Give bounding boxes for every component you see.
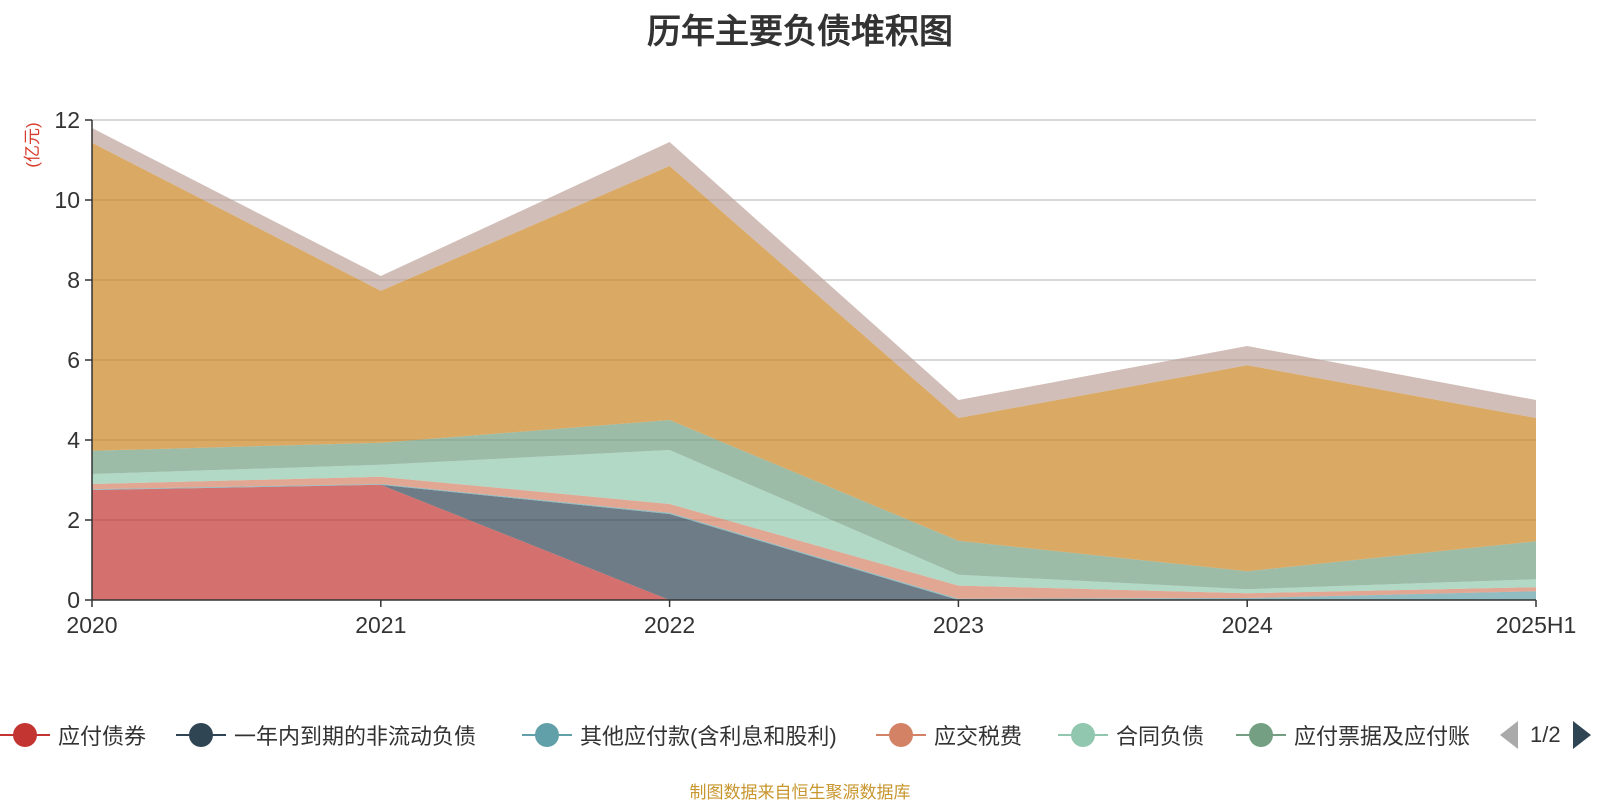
- legend-label: 应交税费: [934, 724, 1023, 749]
- y-tick-label: 0: [67, 587, 80, 613]
- area-series: [92, 128, 1536, 600]
- legend-label: 应付债券: [58, 724, 147, 749]
- chart-plot: 0 2 4 6 8 10 12 2020 2021 2022 2023 2024 2025H1 (亿元): [23, 107, 1576, 638]
- y-tick-label: 10: [54, 187, 80, 213]
- y-tick-label: 12: [54, 107, 80, 133]
- legend-label: 其他应付款(含利息和股利): [580, 724, 837, 749]
- area-series-合同负债[interactable]: [92, 450, 1536, 594]
- axes: 0 2 4 6 8 10 12 2020 2021 2022 2023 2024 2025H1: [54, 107, 1576, 638]
- area-series-应付债券[interactable]: [92, 484, 1536, 600]
- y-tick-label: 6: [67, 347, 80, 373]
- area-series-一年内到期的非流动负债[interactable]: [92, 484, 1536, 600]
- x-tick-label: 2021: [355, 612, 406, 638]
- source-note: 制图数据来自恒生聚源数据库: [689, 783, 911, 802]
- legend-item[interactable]: 应交税费: [876, 718, 1022, 752]
- area-series-unnamed[interactable]: [92, 142, 1536, 572]
- legend-pager: 1/2: [1500, 718, 1591, 752]
- legend-marker-icon: [0, 718, 50, 752]
- y-axis-unit-label: (亿元): [23, 122, 42, 167]
- y-tick-label: 2: [67, 507, 80, 533]
- y-tick-label: 4: [67, 427, 80, 453]
- legend-item[interactable]: 应付票据及应付账: [1236, 718, 1470, 752]
- x-tick-label: 2022: [644, 612, 695, 638]
- legend-item[interactable]: 合同负债: [1058, 718, 1204, 752]
- legend-marker-icon: [1058, 718, 1108, 752]
- legend-item[interactable]: 其他应付款(含利息和股利): [522, 718, 837, 752]
- legend-marker-icon: [876, 718, 926, 752]
- legend-item[interactable]: 应付债券: [0, 718, 146, 752]
- legend-label: 合同负债: [1116, 724, 1205, 749]
- area-series-应付票据及应付账款[interactable]: [92, 420, 1536, 590]
- legend-marker-icon: [176, 718, 226, 752]
- legend-marker-icon: [1236, 718, 1286, 752]
- legend-marker-icon: [522, 718, 572, 752]
- y-tick-label: 8: [67, 267, 80, 293]
- legend-prev-arrow-icon[interactable]: [1500, 721, 1518, 749]
- x-tick-label: 2023: [933, 612, 984, 638]
- chart-title: 历年主要负债堆积图: [647, 13, 953, 51]
- x-tick-label: 2020: [66, 612, 117, 638]
- legend: 应付债券 一年内到期的非流动负债 其他应付款(含利息和股利) 应交税费 合同负债…: [0, 718, 1492, 752]
- legend-label: 应付票据及应付账: [1294, 724, 1471, 749]
- legend-page-indicator: 1/2: [1530, 722, 1561, 747]
- x-tick-label: 2024: [1222, 612, 1273, 638]
- legend-next-arrow-icon[interactable]: [1572, 721, 1591, 749]
- legend-label: 一年内到期的非流动负债: [234, 724, 477, 749]
- legend-item[interactable]: 一年内到期的非流动负债: [176, 718, 476, 752]
- x-tick-label: 2025H1: [1496, 612, 1577, 638]
- area-series-unnamed[interactable]: [92, 128, 1536, 418]
